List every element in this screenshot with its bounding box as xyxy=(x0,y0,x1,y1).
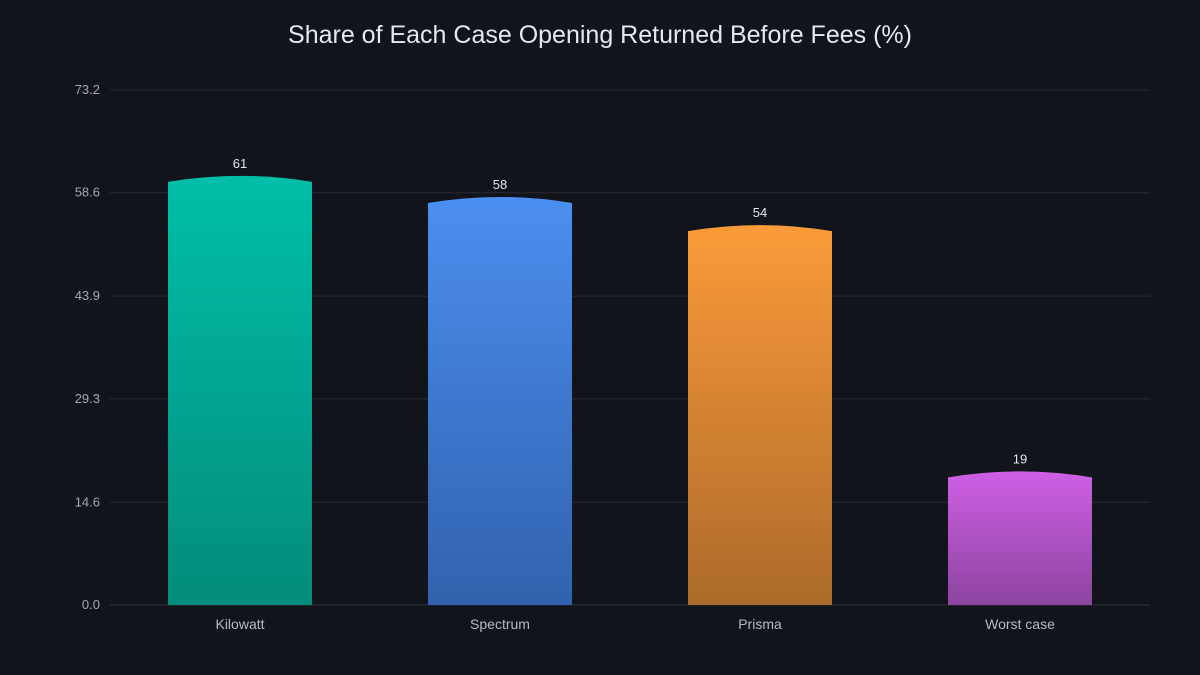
data-label: 54 xyxy=(753,205,767,220)
bar-layer xyxy=(168,175,1092,606)
y-tick-label: 58.6 xyxy=(75,185,100,200)
data-label: 58 xyxy=(493,177,507,192)
x-category-label: Prisma xyxy=(738,616,782,632)
bar-prisma xyxy=(688,225,832,605)
bar-spectrum xyxy=(428,196,572,606)
y-tick-label: 29.3 xyxy=(75,391,100,406)
y-tick-label: 43.9 xyxy=(75,288,100,303)
y-tick-label: 0.0 xyxy=(82,597,100,612)
chart-title: Share of Each Case Opening Returned Befo… xyxy=(288,21,912,49)
data-label: 19 xyxy=(1013,451,1027,466)
y-tick-label: 14.6 xyxy=(75,494,100,509)
label-layer: 0.0 14.6 29.3 43.9 58.6 73.2 61 Kilowatt 58 Spect… xyxy=(75,82,1055,632)
y-tick-label: 73.2 xyxy=(75,82,100,97)
x-category-label: Kilowatt xyxy=(215,616,264,632)
bar-worst-case xyxy=(948,471,1092,605)
data-label: 61 xyxy=(233,156,247,171)
x-category-label: Spectrum xyxy=(470,616,530,632)
x-category-label: Worst case xyxy=(985,616,1055,632)
bar-kilowatt xyxy=(168,175,312,606)
